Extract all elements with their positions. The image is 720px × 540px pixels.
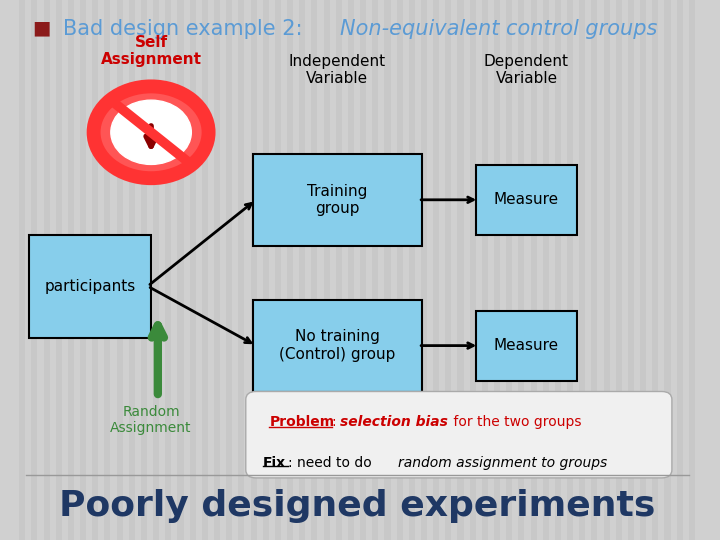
Bar — [640, 0, 646, 540]
Bar — [445, 0, 451, 540]
Bar — [323, 0, 330, 540]
Bar — [360, 0, 366, 540]
Text: Dependent
Variable: Dependent Variable — [484, 54, 569, 86]
Bar — [55, 0, 62, 540]
Bar — [251, 0, 256, 540]
Circle shape — [94, 86, 209, 178]
Text: Measure: Measure — [494, 338, 559, 353]
Bar — [531, 0, 536, 540]
Bar — [433, 0, 439, 540]
Text: random assignment to groups: random assignment to groups — [398, 456, 607, 470]
Text: No training
(Control) group: No training (Control) group — [279, 329, 395, 362]
Bar — [189, 0, 196, 540]
Bar — [543, 0, 549, 540]
Bar — [628, 0, 634, 540]
Circle shape — [111, 100, 192, 164]
Bar — [117, 0, 122, 540]
Bar — [603, 0, 610, 540]
Bar — [80, 0, 86, 540]
Bar — [421, 0, 427, 540]
Bar — [409, 0, 415, 540]
Bar — [397, 0, 402, 540]
FancyBboxPatch shape — [30, 235, 151, 338]
Bar — [177, 0, 184, 540]
Bar — [68, 0, 74, 540]
Bar — [616, 0, 622, 540]
Bar — [43, 0, 50, 540]
Bar — [202, 0, 208, 540]
FancyBboxPatch shape — [246, 392, 672, 478]
Bar — [153, 0, 159, 540]
Bar — [32, 0, 37, 540]
Bar — [311, 0, 318, 540]
Bar — [300, 0, 305, 540]
Text: Poorly designed experiments: Poorly designed experiments — [59, 489, 656, 523]
FancyBboxPatch shape — [253, 300, 422, 392]
Bar — [372, 0, 378, 540]
Bar — [518, 0, 524, 540]
Bar — [457, 0, 464, 540]
Bar — [92, 0, 99, 540]
Bar — [689, 0, 695, 540]
Bar — [494, 0, 500, 540]
Bar — [166, 0, 171, 540]
Bar — [506, 0, 512, 540]
FancyBboxPatch shape — [476, 310, 577, 381]
Bar — [555, 0, 561, 540]
Bar — [567, 0, 573, 540]
Text: participants: participants — [45, 279, 136, 294]
Text: : need to do: : need to do — [288, 456, 376, 470]
Text: Independent
Variable: Independent Variable — [289, 54, 386, 86]
Text: Non-equivalent control groups: Non-equivalent control groups — [341, 19, 658, 39]
Text: Problem: Problem — [269, 415, 335, 429]
Text: Self
Assignment: Self Assignment — [101, 35, 202, 68]
Bar — [652, 0, 658, 540]
Bar — [129, 0, 135, 540]
Bar — [275, 0, 281, 540]
Text: Measure: Measure — [494, 192, 559, 207]
FancyBboxPatch shape — [253, 154, 422, 246]
Bar — [591, 0, 598, 540]
FancyBboxPatch shape — [476, 165, 577, 235]
Bar — [677, 0, 683, 540]
Bar — [384, 0, 390, 540]
Bar — [469, 0, 476, 540]
Text: for the two groups: for the two groups — [449, 415, 581, 429]
Bar — [214, 0, 220, 540]
Bar — [141, 0, 147, 540]
Text: ■: ■ — [32, 19, 51, 38]
Text: :: : — [332, 415, 341, 429]
Bar — [579, 0, 585, 540]
Text: Bad design example 2:: Bad design example 2: — [63, 19, 316, 39]
Bar — [482, 0, 488, 540]
Text: Random
Assignment: Random Assignment — [110, 405, 192, 435]
Bar — [665, 0, 670, 540]
Text: Training
group: Training group — [307, 184, 367, 216]
Bar — [19, 0, 25, 540]
Bar — [348, 0, 354, 540]
Bar — [336, 0, 342, 540]
Bar — [226, 0, 233, 540]
Text: Fix: Fix — [263, 456, 286, 470]
Text: selection bias: selection bias — [341, 415, 449, 429]
Bar — [238, 0, 244, 540]
Bar — [104, 0, 110, 540]
Bar — [263, 0, 269, 540]
Bar — [287, 0, 293, 540]
